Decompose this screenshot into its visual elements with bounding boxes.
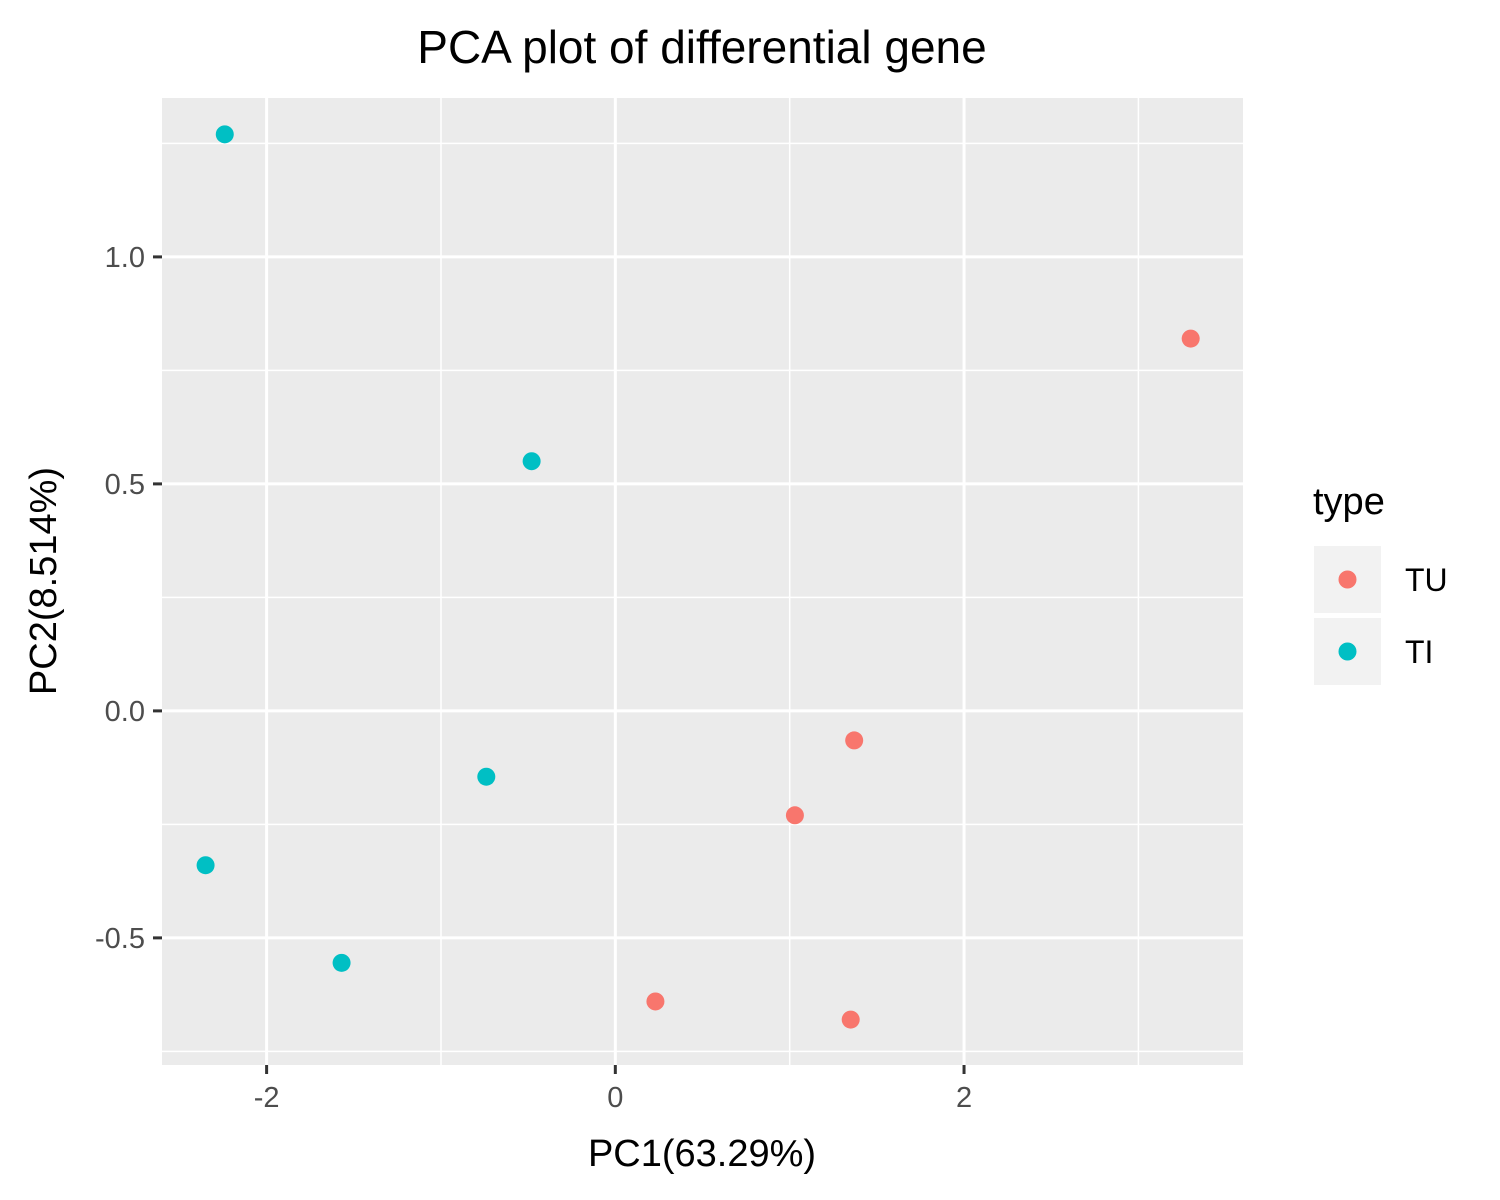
- x-tick-label: 0: [607, 1082, 623, 1114]
- x-axis-title: PC1(63.29%): [588, 1133, 816, 1175]
- legend-entries: TU TI: [1314, 546, 1448, 685]
- data-point-tu: [785, 806, 804, 825]
- data-point-tu: [1181, 329, 1200, 348]
- legend-label: TI: [1405, 634, 1433, 670]
- axes: -2 0 2 -0.5 0.0 0.5 1.0: [95, 242, 972, 1114]
- legend-label: TU: [1405, 562, 1448, 598]
- data-points: [196, 125, 1200, 1029]
- data-point-ti: [477, 767, 496, 786]
- y-axis-title: PC2(8.514%): [23, 467, 65, 695]
- legend-marker-tu: [1338, 570, 1357, 589]
- x-tick-label: 2: [956, 1082, 972, 1114]
- data-point-ti: [332, 953, 351, 972]
- y-tick-label: 1.0: [105, 242, 145, 274]
- plot-panel: [162, 98, 1243, 1065]
- y-tick-label: -0.5: [95, 923, 145, 955]
- y-tick-label: 0.0: [105, 696, 145, 728]
- legend-title: type: [1313, 481, 1385, 523]
- data-point-ti: [196, 856, 215, 875]
- data-point-ti: [522, 452, 541, 471]
- data-point-tu: [841, 1010, 860, 1029]
- grid-lines: [162, 98, 1243, 1065]
- x-tick-label: -2: [254, 1082, 280, 1114]
- chart-title: PCA plot of differential gene: [417, 21, 986, 73]
- data-point-tu: [646, 992, 665, 1011]
- legend: type TU TI: [1313, 481, 1448, 685]
- data-point-ti: [215, 125, 234, 144]
- legend-marker-ti: [1338, 642, 1357, 661]
- y-tick-label: 0.5: [105, 469, 145, 501]
- data-point-tu: [845, 731, 864, 750]
